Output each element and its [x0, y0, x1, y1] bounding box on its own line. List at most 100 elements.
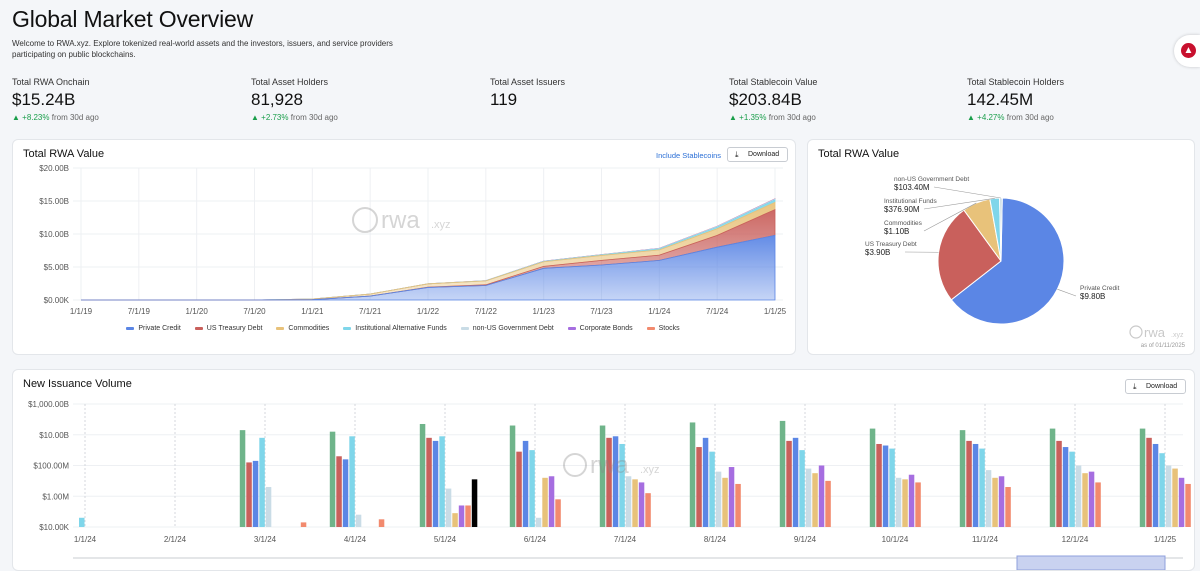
- legend-item[interactable]: Institutional Alternative Funds: [343, 325, 446, 332]
- issuance-bar: [459, 505, 465, 527]
- stat-label: Total Asset Issuers: [490, 77, 565, 87]
- y-tick-label: $0.00K: [44, 296, 70, 305]
- issuance-bar: [1179, 478, 1185, 527]
- legend-item[interactable]: US Treasury Debt: [195, 325, 263, 332]
- rwa-watermark: rwa.xyz: [1130, 325, 1184, 340]
- watermark-sub: .xyz: [640, 464, 660, 476]
- globe-icon: [1130, 326, 1142, 338]
- issuance-bar: [356, 515, 362, 527]
- legend-label: US Treasury Debt: [207, 325, 263, 332]
- legend-item[interactable]: Commodities: [276, 325, 329, 332]
- issuance-bar: [379, 519, 385, 527]
- x-tick-label: 7/1/21: [359, 307, 382, 316]
- issuance-bar: [722, 478, 728, 527]
- card-title: Total RWA Value: [23, 148, 104, 160]
- issuance-bar: [510, 426, 516, 527]
- issuance-bar: [472, 479, 478, 527]
- issuance-bar: [439, 436, 445, 527]
- issuance-bar: [915, 482, 921, 527]
- issuance-bar: [889, 449, 895, 527]
- y-tick-label: $1.00M: [42, 492, 69, 501]
- legend-swatch: [568, 327, 576, 330]
- range-slider-selection: [1017, 556, 1165, 570]
- x-tick-label: 7/1/22: [475, 307, 498, 316]
- globe-icon: [353, 208, 377, 232]
- issuance-bar: [696, 447, 702, 527]
- stat-change-suffix: from 30d ago: [52, 113, 99, 122]
- issuance-bar: [1146, 438, 1152, 527]
- issuance-bar: [349, 436, 355, 527]
- x-tick-label: 9/1/24: [794, 535, 817, 544]
- issuance-bar: [825, 481, 831, 527]
- legend-swatch: [461, 327, 469, 330]
- stat-stablecoin-value: Total Stablecoin Value $203.84B ▲ +1.35%…: [729, 77, 817, 122]
- issuance-bar: [1159, 453, 1165, 527]
- issuance-bar: [266, 487, 272, 527]
- legend-swatch: [276, 327, 284, 330]
- x-tick-label: 1/1/21: [301, 307, 324, 316]
- issuance-bar: [1185, 484, 1191, 527]
- x-tick-label: 3/1/24: [254, 535, 277, 544]
- legend-label: Private Credit: [138, 325, 180, 332]
- y-tick-label: $1,000.00B: [28, 400, 69, 409]
- issuance-volume-card: New Issuance Volume ⤓Download $10.00K$1.…: [12, 369, 1195, 571]
- x-tick-label: 1/1/19: [70, 307, 93, 316]
- up-arrow-icon: ▲: [729, 113, 739, 122]
- legend-item[interactable]: Private Credit: [126, 325, 180, 332]
- pie-slice-value: $9.80B: [1080, 292, 1105, 301]
- x-tick-label: 4/1/24: [344, 535, 367, 544]
- x-tick-label: 1/1/20: [186, 307, 209, 316]
- issuance-bar: [902, 479, 908, 527]
- up-arrow-icon: ▲: [251, 113, 261, 122]
- watermark-text: rwa: [590, 452, 629, 479]
- watermark-text: rwa: [381, 207, 420, 234]
- x-tick-label: 5/1/24: [434, 535, 457, 544]
- issuance-bar: [420, 424, 426, 527]
- issuance-bar: [703, 438, 709, 527]
- download-button[interactable]: ⤓Download: [727, 147, 788, 162]
- issuance-bar: [716, 472, 722, 527]
- legend-item[interactable]: Corporate Bonds: [568, 325, 633, 332]
- pie-slice-value: $1.10B: [884, 227, 909, 236]
- stat-change: +2.73%: [261, 113, 288, 122]
- issuance-bar: [536, 518, 542, 527]
- stat-label: Total Asset Holders: [251, 77, 338, 87]
- stat-change-suffix: from 30d ago: [769, 113, 816, 122]
- issuance-bar: [786, 441, 792, 527]
- issuance-bar: [986, 470, 992, 527]
- issuance-bar: [433, 441, 439, 527]
- legend-label: Stocks: [659, 325, 680, 332]
- issuance-bar: [729, 467, 735, 527]
- issuance-bar: [1050, 429, 1056, 527]
- extension-button[interactable]: ▲: [1174, 35, 1200, 67]
- issuance-bar: [446, 489, 452, 527]
- y-tick-label: $10.00B: [39, 230, 69, 239]
- issuance-bar: [626, 476, 632, 527]
- stat-stablecoin-holders: Total Stablecoin Holders 142.45M ▲ +4.27…: [967, 77, 1064, 122]
- legend-item[interactable]: non-US Government Debt: [461, 325, 554, 332]
- x-tick-label: 1/1/24: [74, 535, 97, 544]
- issuance-bar: [632, 479, 638, 527]
- up-arrow-icon: ▲: [967, 113, 977, 122]
- issuance-bar: [1056, 441, 1062, 527]
- stat-value: 142.45M: [967, 90, 1064, 110]
- x-tick-label: 10/1/24: [882, 535, 909, 544]
- issuance-bar: [793, 438, 799, 527]
- stat-change: +4.27%: [977, 113, 1004, 122]
- legend-swatch: [343, 327, 351, 330]
- x-tick-label: 2/1/24: [164, 535, 187, 544]
- issuance-bar: [1089, 472, 1095, 527]
- stat-asset-issuers: Total Asset Issuers 119: [490, 77, 565, 110]
- page-subtitle: Welcome to RWA.xyz. Explore tokenized re…: [12, 38, 422, 60]
- legend-item[interactable]: Stocks: [647, 325, 680, 332]
- issuance-bar: [529, 450, 535, 527]
- issuance-bar: [973, 444, 979, 527]
- issuance-bar: [735, 484, 741, 527]
- issuance-bar: [999, 476, 1005, 527]
- up-arrow-icon: ▲: [12, 113, 22, 122]
- x-tick-label: 7/1/23: [590, 307, 613, 316]
- issuance-bar: [1153, 444, 1159, 527]
- issuance-bar: [979, 449, 985, 527]
- include-stablecoins-toggle[interactable]: Include Stablecoins: [656, 151, 721, 160]
- issuance-bar: [542, 478, 548, 527]
